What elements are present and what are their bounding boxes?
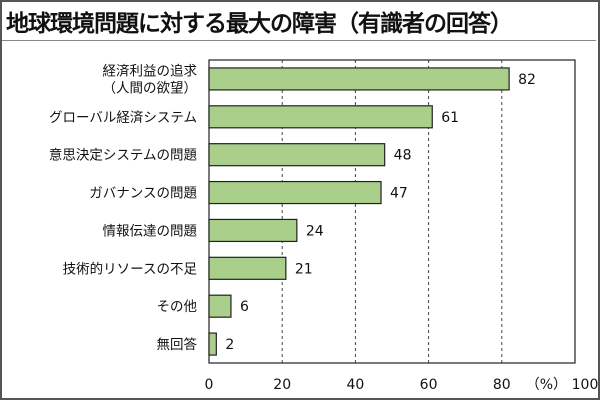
bar	[208, 294, 232, 318]
category-label: グローバル経済システム	[49, 110, 197, 126]
category-label: （人間の欲望）	[103, 80, 198, 96]
value-label: 47	[390, 186, 408, 202]
value-label: 48	[394, 148, 412, 164]
title-divider	[2, 40, 596, 397]
x-tick-label: 100	[572, 377, 599, 393]
value-label: 21	[295, 261, 313, 277]
chart-title: 地球環境問題に対する最大の障害（有識者の回答）	[6, 11, 513, 37]
bar	[208, 332, 217, 356]
value-label: 61	[441, 110, 459, 126]
plot-area	[208, 59, 576, 364]
category-label: 技術的リソースの不足	[63, 261, 198, 277]
category-label: 意思決定システムの問題	[49, 147, 198, 164]
category-label: 無回答	[157, 336, 198, 353]
x-tick-label: 60	[420, 377, 438, 393]
category-label: その他	[157, 299, 198, 315]
value-label: 24	[306, 223, 324, 239]
category-label: 経済利益の追求	[103, 63, 198, 79]
bar	[208, 256, 287, 280]
category-label: ガバナンスの問題	[89, 186, 197, 202]
x-tick-label: 20	[273, 377, 291, 393]
value-label: 6	[240, 299, 249, 315]
bar	[208, 143, 386, 167]
bar	[208, 67, 510, 91]
x-tick-label: 0	[205, 377, 214, 393]
x-tick-label: 40	[346, 377, 364, 393]
x-tick-label: 80	[493, 377, 511, 393]
value-label: 2	[225, 337, 234, 353]
x-unit-label: （%）	[526, 377, 567, 393]
bar	[208, 180, 382, 205]
bar	[208, 105, 433, 129]
bar	[208, 218, 298, 243]
category-label: 情報伝達の問題	[103, 223, 198, 239]
value-label: 82	[518, 72, 536, 88]
